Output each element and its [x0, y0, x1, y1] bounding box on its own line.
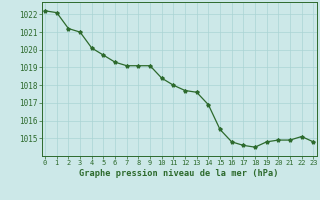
- X-axis label: Graphe pression niveau de la mer (hPa): Graphe pression niveau de la mer (hPa): [79, 169, 279, 178]
